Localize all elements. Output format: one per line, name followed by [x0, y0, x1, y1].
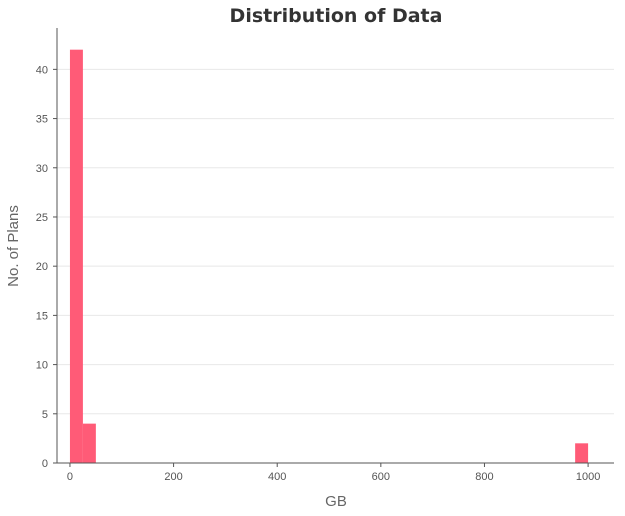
y-tick-label: 25	[36, 212, 48, 224]
y-axis-ticks: 0 5 10 15 20 25 30 35 40	[36, 64, 57, 470]
histogram-bar	[575, 443, 589, 463]
x-tick-label: 600	[372, 471, 390, 483]
x-tick-label: 1000	[576, 471, 600, 483]
x-axis-label: GB	[325, 493, 347, 510]
y-axis-label: No. of Plans	[5, 205, 22, 287]
y-tick-label: 0	[42, 458, 48, 470]
x-tick-label: 0	[67, 471, 73, 483]
y-tick-label: 5	[42, 409, 48, 421]
x-axis-ticks: 0 200 400 600 800 1000	[67, 463, 600, 483]
histogram-bar	[69, 49, 83, 463]
bars	[69, 49, 589, 463]
y-tick-label: 35	[36, 114, 48, 126]
x-tick-label: 200	[164, 471, 182, 483]
y-tick-label: 10	[36, 360, 48, 372]
x-tick-label: 800	[475, 471, 493, 483]
axes	[56, 28, 614, 464]
y-tick-label: 15	[36, 310, 48, 322]
chart-title: Distribution of Data	[230, 5, 443, 27]
y-tick-label: 40	[36, 64, 48, 76]
y-tick-label: 20	[36, 261, 48, 273]
x-tick-label: 400	[268, 471, 286, 483]
grid	[57, 68, 614, 415]
y-tick-label: 30	[36, 163, 48, 175]
histogram-bar	[82, 423, 96, 463]
